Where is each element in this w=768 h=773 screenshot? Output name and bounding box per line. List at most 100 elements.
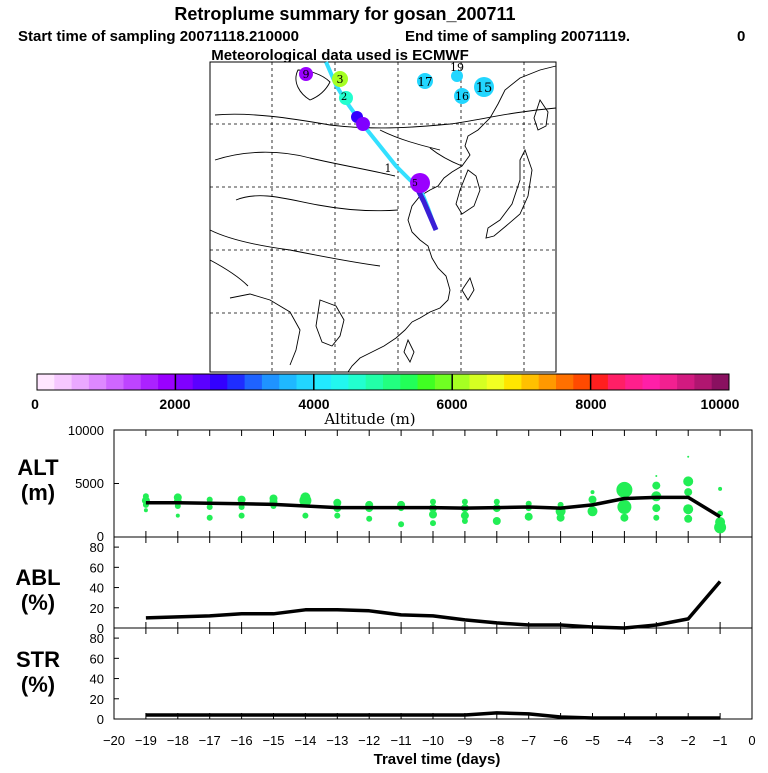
x-tick-label: −13: [326, 733, 348, 748]
alt-particle-point: [616, 481, 633, 498]
alt-particle-point: [460, 511, 469, 520]
altitude-colorbar: 0 2000 4000 6000 8000 10000 Altitude (m): [31, 373, 740, 428]
colorbar-tick-labels: 0 2000 4000 6000 8000 10000: [31, 396, 740, 412]
plume-marker: [474, 77, 494, 97]
x-tick-label: −18: [167, 733, 189, 748]
map-frame: [209, 61, 557, 373]
colorbar-cell: [400, 374, 419, 390]
alt-particle-point: [429, 510, 437, 519]
alt-particle-point: [430, 520, 436, 527]
colorbar-cell: [607, 374, 626, 390]
alt-particle-point: [683, 504, 694, 515]
colorbar-tick: 8000: [575, 396, 606, 412]
colorbar-tick: 4000: [298, 396, 329, 412]
x-tick-label: −10: [422, 733, 444, 748]
x-tick-label: −2: [681, 733, 696, 748]
alt-particle-point: [461, 518, 468, 524]
alt-ytick: 0: [97, 529, 104, 544]
x-tick-label: −20: [103, 733, 125, 748]
day-marker-2: 2: [341, 92, 347, 103]
x-tick-label: −19: [135, 733, 157, 748]
x-tick-label: −7: [521, 733, 536, 748]
end-time-suffix: 0: [737, 28, 745, 45]
colorbar-cell: [659, 374, 678, 390]
alt-particle-point: [652, 504, 661, 513]
x-tick-label: −15: [262, 733, 284, 748]
plume-marker: [332, 71, 348, 87]
alt-particle-point: [683, 476, 694, 487]
x-tick-label: −14: [294, 733, 316, 748]
colorbar-cell: [694, 374, 713, 390]
colorbar-cell: [642, 374, 661, 390]
plume-marker: [451, 70, 463, 82]
colorbar-cell: [504, 374, 522, 390]
alt-tick-marks: [114, 429, 721, 538]
x-tick-label: −6: [553, 733, 568, 748]
colorbar-frame: [36, 373, 730, 391]
abl-panel-unit: (%): [21, 590, 55, 615]
colorbar-cell: [244, 374, 263, 390]
colorbar-cell: [486, 374, 505, 390]
x-tick-labels: −20 −19 −18 −17 −16 −15 −14 −13 −12 −11 −10 −9 −8 −7−…: [103, 733, 756, 748]
x-tick-label: −4: [617, 733, 632, 748]
alt-particle-point: [299, 494, 312, 507]
y-tick-label: 80: [90, 631, 104, 646]
y-tick-label: 40: [90, 672, 104, 687]
colorbar-tick: 2000: [159, 396, 190, 412]
colorbar-cell: [71, 374, 90, 390]
colorbar-cell: [175, 374, 194, 390]
alt-particle-point: [653, 514, 660, 521]
str-panel-label: STR: [16, 647, 60, 672]
x-axis-title: Travel time (days): [374, 751, 501, 768]
x-tick-label: −11: [391, 733, 412, 748]
x-tick-label: −8: [489, 733, 504, 748]
y-tick-label: 60: [90, 560, 104, 575]
alt-particle-point: [590, 490, 595, 495]
x-tick-label: −3: [649, 733, 664, 748]
x-tick-label: −16: [231, 733, 253, 748]
alt-particle-point: [206, 504, 213, 510]
colorbar-cell: [434, 374, 453, 390]
map-coastlines: [209, 65, 557, 373]
abl-panel-label: ABL: [15, 565, 60, 590]
day-marker-15: 15: [476, 81, 493, 96]
alt-particle-point: [430, 498, 436, 505]
y-tick-label: 40: [90, 581, 104, 596]
map-graticule: [210, 62, 556, 372]
day-marker-9: 9: [303, 68, 310, 81]
colorbar-cell: [210, 374, 228, 390]
start-time-label: Start time of sampling 20071118.210000: [18, 28, 299, 45]
colorbar-cell: [227, 374, 246, 390]
day-marker-17: 17: [417, 75, 432, 89]
alt-particle-point: [398, 521, 405, 528]
alt-particle-point: [684, 514, 693, 523]
x-tick-label: −1: [713, 733, 728, 748]
colorbar-cell: [192, 374, 211, 390]
alt-particle-point: [206, 514, 213, 521]
alt-particle-point: [617, 500, 632, 514]
alt-particle-point: [334, 512, 341, 519]
alt-particle-point: [556, 513, 565, 522]
x-tick-label: −9: [457, 733, 472, 748]
colorbar-tick: 0: [31, 396, 39, 412]
x-tick-label: −12: [358, 733, 380, 748]
alt-mean-line: [145, 495, 722, 519]
colorbar-cell: [279, 374, 297, 390]
alt-particle-point: [143, 508, 148, 513]
end-time-label: End time of sampling 20071119.: [405, 28, 630, 45]
alt-particle-point: [524, 512, 533, 521]
alt-panel-label: ALT: [17, 455, 59, 480]
alt-particle-point: [302, 512, 309, 519]
alt-particle-point: [714, 521, 727, 534]
map-panel: 9 3 2 1 5 17 19 15 16: [209, 61, 557, 373]
plume-marker: [339, 91, 353, 105]
str-panel-unit: (%): [21, 672, 55, 697]
figure-title: Retroplume summary for gosan_200711: [174, 4, 515, 24]
str-tick-marks: [114, 628, 721, 720]
colorbar-cell: [158, 374, 176, 390]
plume-recent-line: [413, 184, 439, 231]
plume-marker: [356, 117, 370, 131]
alt-ytick: 10000: [68, 423, 104, 438]
abl-tick-marks: [114, 537, 721, 629]
colorbar-cell: [123, 374, 142, 390]
